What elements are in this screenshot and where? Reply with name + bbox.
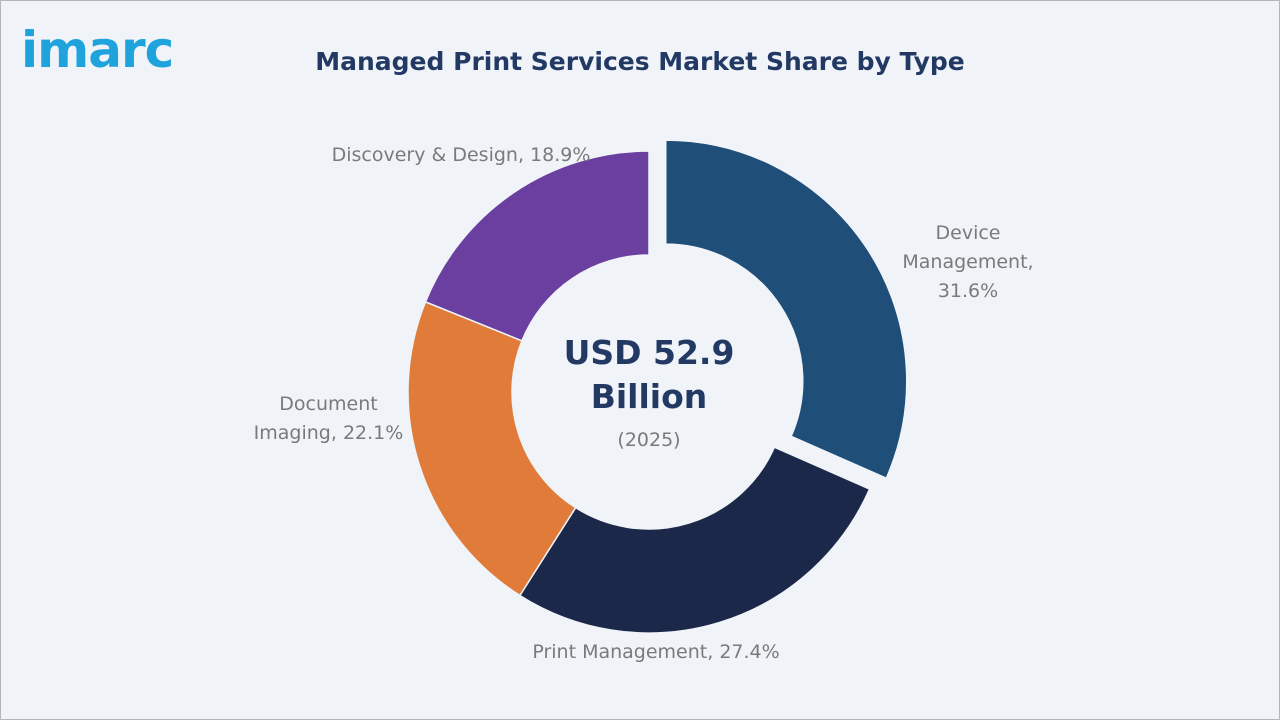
- center-label: USD 52.9 Billion: [563, 333, 735, 416]
- logo: imarc: [21, 21, 174, 79]
- chart-title: Managed Print Services Market Share by T…: [315, 47, 965, 76]
- donut-slice: [518, 446, 871, 634]
- data-label: Device Management, 31.6%: [902, 222, 1034, 302]
- data-label: Print Management, 27.4%: [532, 641, 780, 663]
- donut-slice: [665, 139, 908, 480]
- data-label: Discovery & Design, 18.9%: [331, 144, 591, 166]
- donut-slice: [424, 150, 650, 342]
- center-sublabel: (2025): [617, 429, 681, 451]
- donut-slice: [407, 300, 577, 597]
- data-label: Document Imaging, 22.1%: [253, 393, 404, 444]
